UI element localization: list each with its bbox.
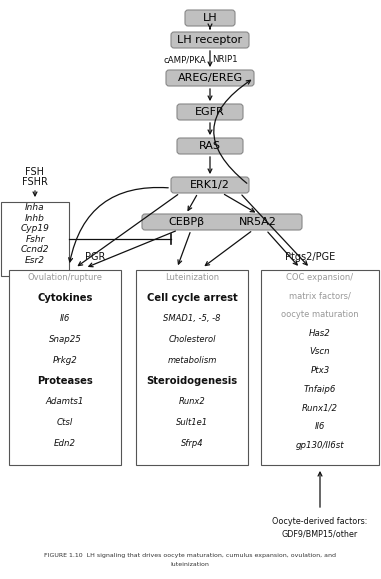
Text: Ovulation/rupture: Ovulation/rupture (27, 273, 102, 281)
Text: Oocyte-derived factors:: Oocyte-derived factors: (272, 518, 368, 526)
FancyBboxPatch shape (261, 270, 379, 465)
Text: Steroidogenesis: Steroidogenesis (146, 376, 238, 386)
Text: AREG/EREG: AREG/EREG (178, 73, 243, 83)
Text: Has2: Has2 (309, 329, 331, 338)
Text: Prkg2: Prkg2 (53, 356, 77, 365)
Text: Esr2: Esr2 (25, 256, 45, 265)
Text: Ptgs2/PGE: Ptgs2/PGE (285, 252, 335, 262)
Text: Cell cycle arrest: Cell cycle arrest (147, 293, 237, 303)
Text: matrix factors/: matrix factors/ (289, 291, 351, 300)
FancyBboxPatch shape (171, 32, 249, 48)
FancyBboxPatch shape (171, 177, 249, 193)
Text: Ptx3: Ptx3 (311, 366, 330, 375)
Text: COC expansion/: COC expansion/ (287, 273, 354, 281)
FancyBboxPatch shape (1, 202, 69, 276)
Text: Inha: Inha (25, 203, 45, 212)
Text: Sfrp4: Sfrp4 (181, 439, 203, 448)
Text: Il6: Il6 (60, 314, 70, 323)
Text: gp130/Il6st: gp130/Il6st (296, 441, 344, 450)
FancyBboxPatch shape (177, 104, 243, 120)
Text: ERK1/2: ERK1/2 (190, 180, 230, 190)
Text: Snap25: Snap25 (49, 335, 82, 344)
Text: luteinization: luteinization (171, 562, 210, 566)
Text: cAMP/PKA: cAMP/PKA (163, 56, 206, 64)
Text: PGR: PGR (85, 252, 105, 262)
FancyBboxPatch shape (177, 138, 243, 154)
Text: LH: LH (203, 13, 217, 23)
Text: Adamts1: Adamts1 (46, 397, 84, 406)
Text: Ccnd2: Ccnd2 (21, 245, 49, 254)
Text: Fshr: Fshr (25, 235, 45, 244)
Text: NR5A2: NR5A2 (239, 217, 277, 227)
Text: Cyp19: Cyp19 (21, 225, 50, 233)
Text: CEBPβ: CEBPβ (168, 217, 204, 227)
Text: Vscn: Vscn (310, 347, 330, 356)
Text: Runx1/2: Runx1/2 (302, 404, 338, 412)
Text: RAS: RAS (199, 141, 221, 151)
Text: Luteinization: Luteinization (165, 273, 219, 281)
Text: Sult1e1: Sult1e1 (176, 418, 208, 427)
Text: Edn2: Edn2 (54, 439, 76, 448)
Text: SMAD1, -5, -8: SMAD1, -5, -8 (163, 314, 221, 323)
Text: Tnfaip6: Tnfaip6 (304, 384, 336, 394)
FancyBboxPatch shape (185, 10, 235, 26)
Text: Proteases: Proteases (37, 376, 93, 386)
Text: Cytokines: Cytokines (37, 293, 93, 303)
Text: Ctsl: Ctsl (57, 418, 73, 427)
Text: EGFR: EGFR (195, 107, 225, 117)
Text: FSHR: FSHR (22, 177, 48, 187)
FancyBboxPatch shape (142, 214, 302, 230)
FancyBboxPatch shape (9, 270, 121, 465)
Text: GDF9/BMP15/other: GDF9/BMP15/other (282, 530, 358, 538)
Text: LH receptor: LH receptor (178, 35, 243, 45)
Text: Inhb: Inhb (25, 214, 45, 223)
Text: FIGURE 1.10  LH signaling that drives oocyte maturation, cumulus expansion, ovul: FIGURE 1.10 LH signaling that drives ooc… (44, 552, 336, 558)
Text: NRIP1: NRIP1 (212, 56, 238, 64)
Text: metabolism: metabolism (167, 356, 217, 365)
Text: Cholesterol: Cholesterol (168, 335, 216, 344)
Text: Il6: Il6 (315, 422, 325, 431)
Text: oocyte maturation: oocyte maturation (281, 310, 359, 319)
Text: FSH: FSH (26, 167, 45, 177)
FancyBboxPatch shape (136, 270, 248, 465)
FancyBboxPatch shape (166, 70, 254, 86)
Text: Runx2: Runx2 (179, 397, 205, 406)
